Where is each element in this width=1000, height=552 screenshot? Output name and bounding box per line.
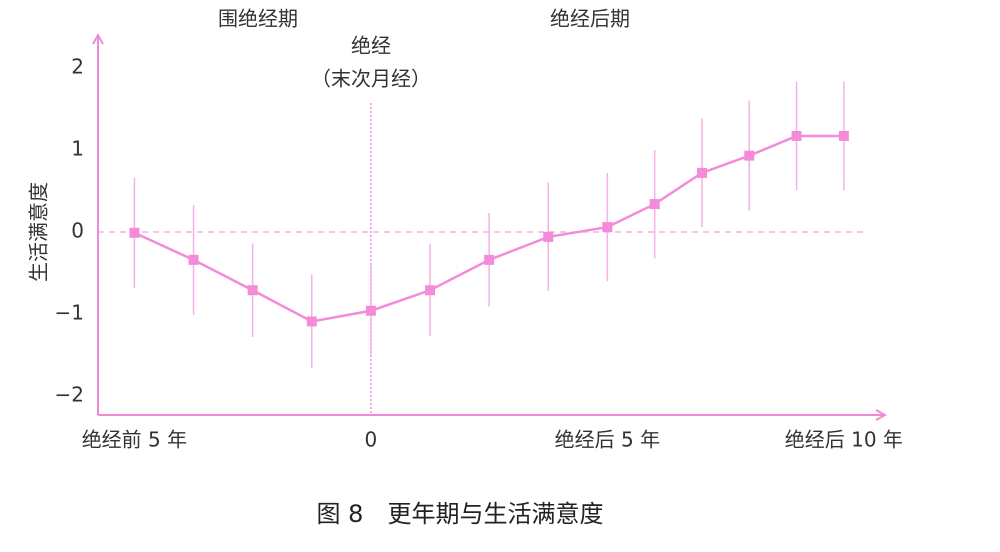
y-tick-label: 2	[71, 54, 84, 78]
marker	[306, 316, 317, 327]
marker	[838, 130, 849, 141]
y-tick-label: 0	[71, 218, 84, 242]
marker	[696, 167, 707, 178]
marker	[365, 305, 376, 316]
marker	[129, 227, 140, 238]
caption: 图 8 更年期与生活满意度	[317, 500, 604, 528]
y-tick-label: −2	[55, 383, 84, 407]
marker	[543, 231, 554, 242]
x-axis-arrow	[875, 409, 888, 421]
annotation: 绝经	[351, 34, 391, 58]
marker	[791, 130, 802, 141]
annotation: 围绝经期	[218, 7, 298, 31]
marker	[188, 254, 199, 265]
annotation: 绝经后期	[550, 7, 630, 31]
y-axis-arrow	[92, 32, 104, 45]
x-tick-label: 绝经前 5 年	[82, 428, 187, 452]
annotation: （末次月经）	[311, 67, 431, 91]
y-axis-label: 生活满意度	[27, 182, 51, 282]
x-tick-label: 0	[365, 428, 378, 452]
marker	[602, 222, 613, 233]
marker	[484, 254, 495, 265]
marker	[247, 285, 258, 296]
y-tick-label: 1	[71, 136, 84, 160]
marker	[649, 199, 660, 210]
y-tick-label: −1	[55, 301, 84, 325]
line	[133, 134, 844, 323]
x-tick-label: 绝经后 10 年	[785, 428, 903, 452]
marker	[425, 285, 436, 296]
marker	[744, 150, 755, 161]
x-tick-label: 绝经后 5 年	[555, 428, 660, 452]
